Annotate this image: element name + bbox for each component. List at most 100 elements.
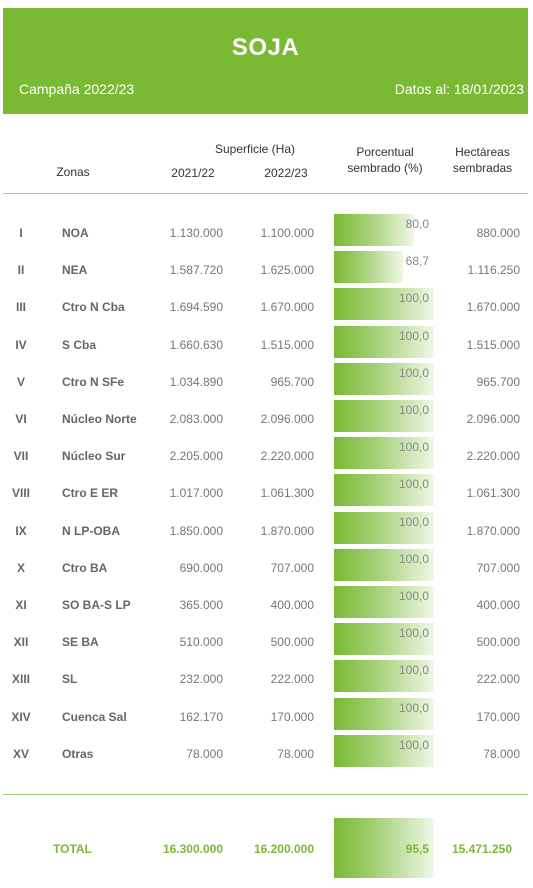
percent-bar xyxy=(334,734,434,767)
table-row: XI SO BA-S LP 365.000 400.000 400.000 100,0 xyxy=(0,586,533,620)
percent-bar xyxy=(334,400,434,432)
zone-number: I xyxy=(19,226,23,240)
zone-number: XII xyxy=(13,635,29,650)
surface-2022-23: 1.670.000 xyxy=(260,300,314,315)
hectares-sown: 1.670.000 xyxy=(466,300,520,315)
sown-header-line2: sembradas xyxy=(452,161,513,175)
surface-header: Superficie (Ha) xyxy=(214,142,296,156)
campaign-label: Campaña 2022/23 xyxy=(19,81,135,97)
hectares-sown: 170.000 xyxy=(476,709,520,724)
surface-2021-22: 1.694.590 xyxy=(169,300,223,315)
hectares-sown: 2.096.000 xyxy=(466,412,520,426)
zones-header: Zonas xyxy=(56,165,90,179)
table-row: X Ctro BA 690.000 707.000 707.000 100,0 xyxy=(0,548,533,583)
total-percent: 95,5 xyxy=(405,842,429,856)
total-divider xyxy=(3,794,528,795)
surface-2022-23: 400.000 xyxy=(270,598,314,612)
percent-value: 100,0 xyxy=(398,737,429,752)
total-row: TOTAL 16.300.000 16.200.000 95,5 15.471.… xyxy=(0,818,533,878)
zone-name: SE BA xyxy=(62,635,99,650)
surface-2022-23: 1.100.000 xyxy=(260,226,314,240)
zone-number: III xyxy=(15,300,26,315)
percent-bar xyxy=(334,697,434,730)
surface-2021-22: 690.000 xyxy=(179,560,223,575)
zone-name: Ctro E ER xyxy=(62,486,119,501)
table-row: IV S Cba 1.660.630 1.515.000 1.515.000 100,0 xyxy=(0,325,533,360)
surface-2022-23: 500.000 xyxy=(270,635,314,650)
surface-2021-22: 232.000 xyxy=(179,672,223,687)
percent-value: 100,0 xyxy=(398,477,429,492)
total-label: TOTAL xyxy=(53,842,92,856)
zone-number: IX xyxy=(15,523,27,538)
hectares-sown: 1.116.250 xyxy=(467,263,521,278)
percent-bar xyxy=(334,251,403,284)
percent-value: 68,7 xyxy=(405,254,429,269)
zone-name: NEA xyxy=(62,263,88,278)
table-row: XIII SL 232.000 222.000 222.000 100,0 xyxy=(0,660,533,694)
percent-bar xyxy=(334,623,434,656)
zone-number: XI xyxy=(15,598,27,612)
percent-value: 100,0 xyxy=(398,700,429,715)
percent-bar xyxy=(334,288,434,321)
hectares-sown: 2.220.000 xyxy=(466,449,520,464)
percent-bar xyxy=(334,362,434,395)
zone-name: Núcleo Norte xyxy=(62,412,137,426)
hectares-sown: 1.515.000 xyxy=(466,337,520,352)
zone-name: Núcleo Sur xyxy=(62,449,126,464)
percent-value: 100,0 xyxy=(398,365,429,380)
surface-2022-23: 222.000 xyxy=(270,672,314,687)
zone-number: XV xyxy=(12,746,29,761)
table-row: II NEA 1.587.720 1.625.000 1.116.250 68,7 xyxy=(0,251,533,285)
table-row: XII SE BA 510.000 500.000 500.000 100,0 xyxy=(0,623,533,657)
table-row: XIV Cuenca Sal 162.170 170.000 170.000 100,0 xyxy=(0,697,533,732)
surface-2021-22: 365.000 xyxy=(179,598,223,612)
percent-value: 100,0 xyxy=(398,589,429,603)
percent-header: Porcentual sembrado (%) xyxy=(335,144,435,176)
surface-2021-22: 1.130.000 xyxy=(169,226,223,240)
surface-2021-22: 2.083.000 xyxy=(169,412,223,426)
surface-2021-22: 1.017.000 xyxy=(169,486,223,501)
zone-name: Ctro BA xyxy=(62,560,108,575)
zone-name: Ctro N SFe xyxy=(62,374,125,389)
percent-value: 100,0 xyxy=(398,440,429,455)
zone-name: Cuenca Sal xyxy=(62,709,127,724)
total-2021-22: 16.300.000 xyxy=(162,842,223,856)
table-row: XV Otras 78.000 78.000 78.000 100,0 xyxy=(0,734,533,769)
surface-2021-22: 510.000 xyxy=(179,635,223,650)
zone-number: VII xyxy=(13,449,29,464)
surface-2021-22: 1.587.720 xyxy=(169,263,223,278)
surface-2022-23: 707.000 xyxy=(270,560,314,575)
surface-2022-23: 2.220.000 xyxy=(260,449,314,464)
percent-value: 100,0 xyxy=(398,663,429,678)
percent-bar xyxy=(334,474,434,507)
percent-bar xyxy=(334,511,434,544)
table-row: VI Núcleo Norte 2.083.000 2.096.000 2.096.00… xyxy=(0,400,533,434)
percent-bar xyxy=(334,548,434,581)
hectares-sown: 222.000 xyxy=(476,672,520,687)
zone-number: VI xyxy=(15,412,27,426)
year-2022-header: 2022/23 xyxy=(264,166,308,180)
surface-2022-23: 2.096.000 xyxy=(260,412,314,426)
zone-name: SO BA-S LP xyxy=(62,598,131,612)
zone-name: Ctro N Cba xyxy=(62,300,125,315)
year-2021-header: 2021/22 xyxy=(171,166,215,180)
zone-name: N LP-OBA xyxy=(62,523,120,538)
surface-2022-23: 1.515.000 xyxy=(260,337,314,352)
surface-2022-23: 1.061.300 xyxy=(260,486,314,501)
surface-2021-22: 78.000 xyxy=(186,746,223,761)
zone-name: NOA xyxy=(62,226,89,240)
table-row: VII Núcleo Sur 2.205.000 2.220.000 2.220.000… xyxy=(0,437,533,471)
percent-header-line1: Porcentual xyxy=(356,145,414,159)
surface-2021-22: 2.205.000 xyxy=(169,449,223,464)
zone-name: S Cba xyxy=(62,337,97,352)
header-divider xyxy=(3,193,528,194)
percent-bar xyxy=(334,214,414,246)
table-row: VIII Ctro E ER 1.017.000 1.061.300 1.061.300… xyxy=(0,474,533,508)
zone-number: X xyxy=(16,560,25,575)
hectares-sown: 880.000 xyxy=(476,226,520,240)
data-date-label: Datos al: 18/01/2023 xyxy=(394,81,524,97)
percent-bar xyxy=(334,325,434,358)
table-row: IX N LP-OBA 1.850.000 1.870.000 1.870.000 100… xyxy=(0,511,533,546)
table-row: III Ctro N Cba 1.694.590 1.670.000 1.670.000… xyxy=(0,288,533,322)
zone-number: XIII xyxy=(11,672,30,687)
